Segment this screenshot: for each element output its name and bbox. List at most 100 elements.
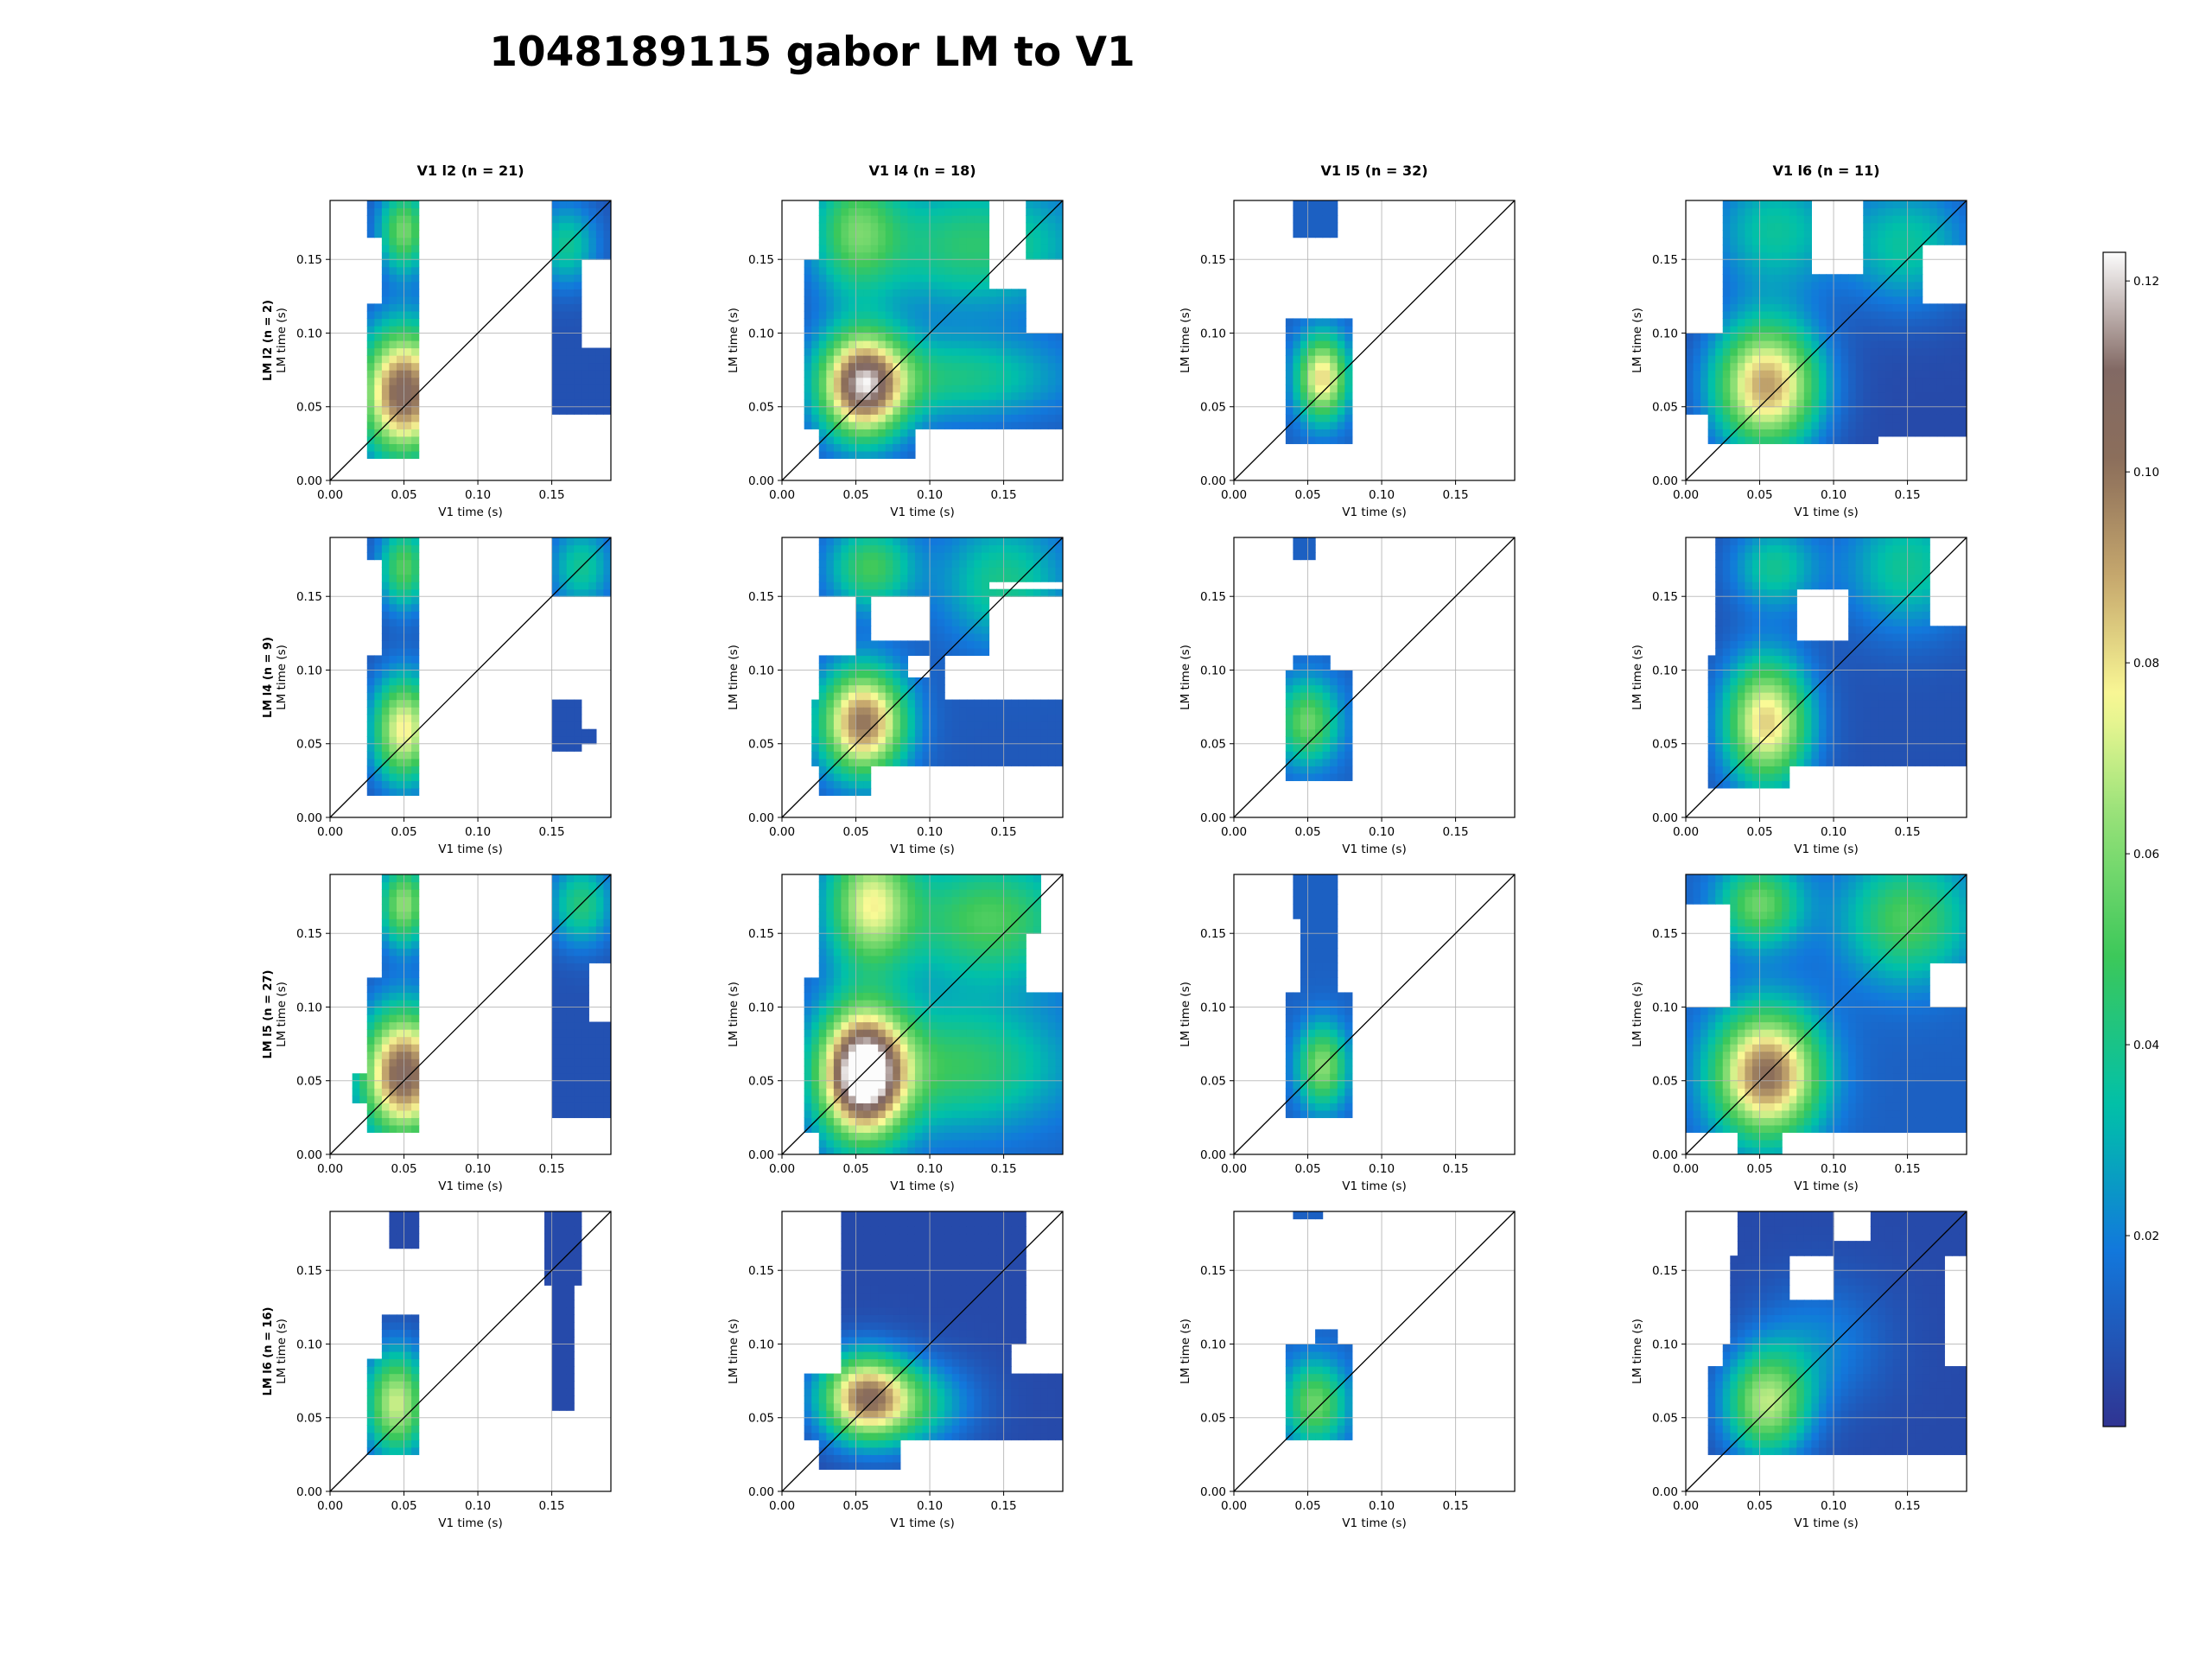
colorbar-tick-label: 0.08 [2133,657,2159,671]
x-axis-label: V1 time (s) [890,1179,954,1193]
y-tick-label: 0.10 [1652,327,1678,340]
y-tick-label: 0.00 [1652,474,1678,488]
axes-frame [1233,200,1516,481]
x-tick-label: 0.05 [1294,488,1320,502]
heatmap-cells [1285,874,1353,1118]
heatmap-panel: 0.00 0.05 0.10 0.15 0.00 0.05 0.10 0.15 V1 time … [1179,874,1516,1193]
y-tick-label: 0.10 [296,327,322,340]
x-tick-label: 0.05 [1746,1162,1772,1176]
y-tick-label: 0.00 [296,811,322,825]
gridlines [1234,874,1515,1154]
y-tick-label: 0.05 [1200,401,1226,415]
row-title: LM l6 (n = 16) [262,1307,275,1396]
y-tick-label: 0.10 [296,1338,322,1351]
y-axis-label: LM time (s) [727,982,741,1047]
diagonal-line [329,874,612,1155]
heatmap-cells [1285,537,1353,781]
x-tick-label: 0.00 [769,1162,795,1176]
gridlines [1234,200,1515,480]
heatmap-cells [366,537,611,797]
y-tick-label: 0.05 [1200,738,1226,752]
gridlines [1686,200,1967,480]
x-tick-label: 0.15 [1895,825,1921,839]
heatmap-cells [352,874,611,1134]
y-axis-label: LM time (s) [1179,645,1192,710]
y-tick-label: 0.05 [1200,1075,1226,1089]
y-tick-label: 0.00 [748,474,774,488]
y-tick-label: 0.15 [296,590,322,604]
y-axis-label: LM time (s) [275,982,289,1047]
y-axis-label: LM time (s) [275,645,289,710]
x-axis-label: V1 time (s) [438,842,502,856]
y-tick-label: 0.10 [1200,1001,1226,1014]
x-tick-label: 0.05 [1294,1162,1320,1176]
axes-frame [1233,537,1516,818]
y-axis-label: LM time (s) [727,1319,741,1384]
heatmap-cells [1285,200,1353,444]
y-tick-label: 0.05 [1652,401,1678,415]
row-title: LM l5 (n = 27) [262,970,275,1059]
x-axis-label: V1 time (s) [1794,505,1858,519]
x-tick-label: 0.00 [1221,1162,1247,1176]
heatmap-cells [811,537,1063,797]
x-tick-label: 0.15 [991,825,1017,839]
gridlines [1686,1211,1967,1491]
x-tick-label: 0.15 [539,1499,565,1513]
heatmap-cells [1707,1211,1967,1455]
x-tick-label: 0.15 [991,1499,1017,1513]
y-tick-label: 0.00 [1652,811,1678,825]
y-axis-label: LM time (s) [727,645,741,710]
heatmap-cells [366,1211,582,1455]
y-axis-label: LM time (s) [1630,982,1644,1047]
x-tick-label: 0.05 [391,825,416,839]
y-axis-label: LM time (s) [1630,1319,1644,1384]
heatmap-panel: 0.00 0.05 0.10 0.15 0.00 0.05 0.10 0.15 V1 time … [1630,874,1967,1193]
x-axis-label: V1 time (s) [890,842,954,856]
diagonal-line [1685,200,1967,481]
y-tick-label: 0.10 [1652,1338,1678,1351]
axes-frame [1233,1211,1516,1492]
column-title: V1 l2 (n = 21) [416,162,524,179]
diagonal-line [781,537,1064,818]
y-tick-label: 0.05 [748,1412,774,1426]
x-tick-label: 0.10 [1821,825,1847,839]
heatmap-panel: 0.00 0.05 0.10 0.15 0.00 0.05 0.10 0.15 V1 time … [262,537,612,856]
x-axis-label: V1 time (s) [1342,842,1406,856]
x-tick-label: 0.05 [391,1499,416,1513]
axes-frame [329,200,612,481]
x-tick-label: 0.05 [842,825,868,839]
diagonal-line [781,874,1064,1155]
heatmap-panel: 0.00 0.05 0.10 0.15 0.00 0.05 0.10 0.15 V1 time … [1179,200,1516,519]
heatmap-cells [1686,874,1967,1154]
gridlines [1234,537,1515,817]
y-tick-label: 0.05 [296,401,322,415]
gridlines [330,874,611,1154]
y-tick-label: 0.00 [296,474,322,488]
y-tick-label: 0.00 [1200,1485,1226,1499]
y-tick-label: 0.10 [1200,664,1226,677]
x-axis-label: V1 time (s) [1794,1516,1858,1530]
x-tick-label: 0.10 [465,488,491,502]
x-tick-label: 0.15 [539,1162,565,1176]
heatmap-cells [804,1211,1063,1471]
y-tick-label: 0.15 [748,927,774,941]
y-tick-label: 0.05 [1652,738,1678,752]
x-tick-label: 0.00 [1673,1499,1699,1513]
row-title: LM l2 (n = 2) [262,300,275,381]
axes-frame [329,1211,612,1492]
y-tick-label: 0.15 [1652,590,1678,604]
gridlines [782,874,1063,1154]
x-axis-label: V1 time (s) [1342,505,1406,519]
x-tick-label: 0.00 [317,488,343,502]
figure-title: 1048189115 gabor LM to V1 [489,29,1135,76]
heatmap-panel: 0.00 0.05 0.10 0.15 0.00 0.05 0.10 0.15 V1 time … [262,874,612,1193]
x-tick-label: 0.00 [317,1499,343,1513]
y-axis-label: LM time (s) [275,308,289,373]
x-tick-label: 0.10 [465,1162,491,1176]
y-axis-label: LM time (s) [1179,308,1192,373]
gridlines [330,200,611,480]
gridlines [782,200,1063,480]
diagonal-line [329,537,612,818]
y-tick-label: 0.00 [1652,1485,1678,1499]
